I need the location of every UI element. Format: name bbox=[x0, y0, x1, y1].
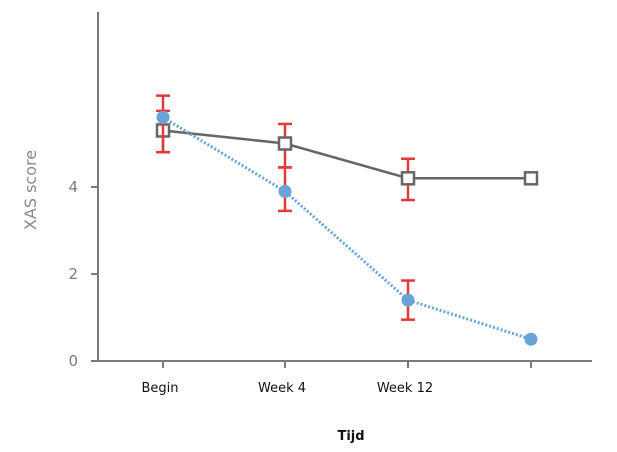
data-point-circle bbox=[524, 332, 538, 346]
series-line-2 bbox=[162, 116, 532, 341]
chart-series bbox=[155, 94, 539, 346]
data-point-circle bbox=[278, 184, 292, 198]
chart-ticks: 0 2 4 Begin Week 4 Week 12 bbox=[68, 178, 532, 396]
x-tick-label: Week 12 bbox=[377, 381, 433, 396]
y-tick-label: 0 bbox=[68, 352, 78, 370]
chart-axes bbox=[97, 12, 592, 362]
x-tick-label: Begin bbox=[141, 381, 178, 396]
y-tick-label: 4 bbox=[68, 178, 78, 196]
data-point-square bbox=[277, 136, 293, 151]
x-tick-label: Week 4 bbox=[258, 381, 306, 396]
series-line-1 bbox=[162, 129, 531, 180]
data-point-square bbox=[523, 171, 539, 186]
y-tick-label: 2 bbox=[68, 265, 78, 283]
data-point-circle bbox=[401, 293, 415, 307]
x-axis-label: Tijd bbox=[337, 429, 364, 444]
data-point-circle bbox=[156, 110, 170, 124]
data-point-square bbox=[400, 171, 416, 186]
y-axis-label: XAS score bbox=[21, 150, 40, 230]
